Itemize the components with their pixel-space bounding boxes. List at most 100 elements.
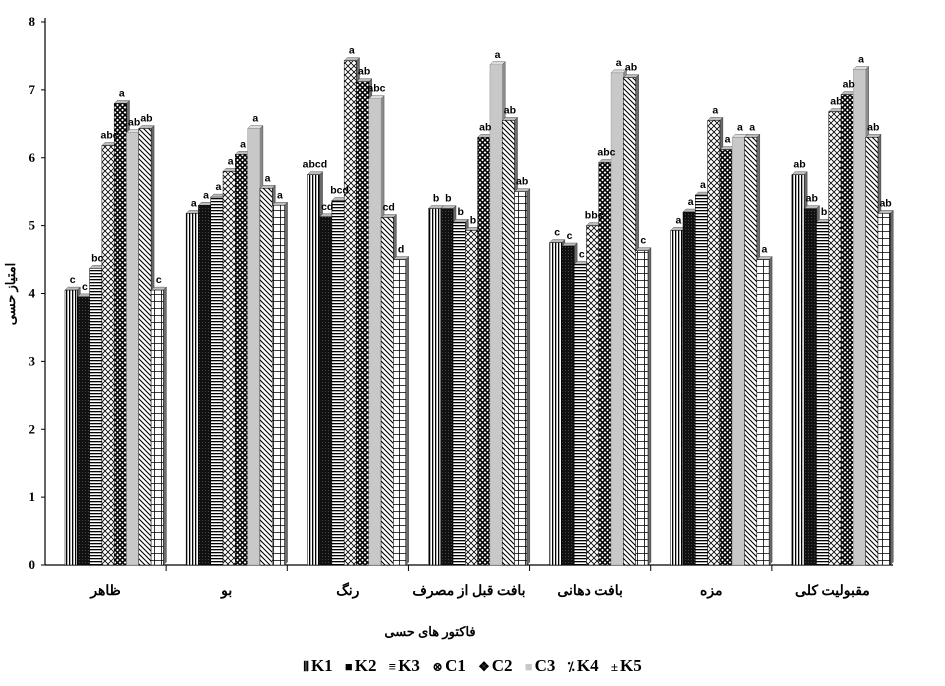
bar-k2 bbox=[803, 208, 817, 566]
legend-c3-label: C3 bbox=[534, 656, 556, 675]
significance-letter: abc bbox=[367, 83, 385, 95]
significance-letter: a bbox=[712, 104, 718, 116]
y-tick-label: 2 bbox=[29, 421, 36, 436]
significance-letter: a bbox=[191, 197, 197, 209]
bar-k4 bbox=[138, 128, 152, 566]
significance-letter: ab bbox=[358, 66, 370, 78]
y-axis-title: امتیاز حسی bbox=[3, 263, 19, 325]
significance-letter: ab bbox=[140, 113, 152, 125]
significance-letter: c bbox=[554, 227, 560, 239]
legend-k3-symbol: ≡ bbox=[388, 659, 397, 674]
legend-item-k2: ■ K2 bbox=[345, 656, 377, 676]
significance-letter: abc bbox=[597, 147, 615, 159]
bar-k5 bbox=[393, 259, 406, 566]
bar-k5 bbox=[271, 205, 285, 566]
bar-side-k5 bbox=[526, 188, 530, 566]
x-tick-label: مزه bbox=[700, 584, 723, 599]
x-tick-label: بو bbox=[220, 584, 232, 599]
bar-c2 bbox=[113, 103, 127, 566]
legend-item-c2: ❖ C2 bbox=[478, 656, 512, 676]
significance-letter: b bbox=[445, 193, 451, 205]
legend-item-k3: ≡ K3 bbox=[389, 656, 420, 676]
significance-letter: c bbox=[70, 274, 76, 286]
significance-letter: ab bbox=[128, 117, 140, 129]
bar-k2 bbox=[440, 208, 454, 566]
significance-letter: c bbox=[567, 230, 573, 242]
legend-item-c1: ⊗ C1 bbox=[432, 656, 466, 676]
bar-side-k5 bbox=[284, 201, 288, 566]
significance-letter: a bbox=[737, 121, 743, 133]
x-tick-label: بافت قبل از مصرف bbox=[412, 584, 525, 599]
significance-letter: a bbox=[616, 57, 622, 69]
y-tick-label: 6 bbox=[29, 150, 36, 165]
significance-letter: a bbox=[675, 214, 681, 226]
bar-c1 bbox=[101, 145, 115, 566]
y-tick-label: 4 bbox=[29, 286, 36, 301]
bar-chart: 0 1 2 3 4 5 6 7 8 ظاهر بو رنگ بافت قبل از مصرف بافت د… bbox=[3, 14, 894, 640]
significance-letter: a bbox=[858, 54, 864, 66]
bar-c1 bbox=[828, 111, 842, 566]
significance-letter: ab bbox=[793, 159, 805, 171]
significance-letter: c bbox=[640, 235, 646, 247]
y-tick-label: 8 bbox=[29, 14, 36, 29]
bar-k4 bbox=[865, 137, 879, 566]
legend-k4-label: K4 bbox=[576, 656, 599, 675]
chart-axes: 0 1 2 3 4 5 6 7 8 ظاهر بو رنگ بافت قبل از مصرف بافت د… bbox=[29, 14, 893, 599]
significance-letter: a bbox=[495, 49, 501, 61]
bar-side-k5 bbox=[647, 247, 652, 566]
significance-letter: a bbox=[349, 45, 355, 57]
significance-letter: a bbox=[762, 244, 768, 256]
bar-k3 bbox=[331, 200, 345, 566]
significance-letter: ab bbox=[879, 197, 891, 209]
x-tick-label: ظاهر bbox=[89, 584, 121, 599]
bar-c1 bbox=[465, 230, 478, 566]
legend-c2-label: C2 bbox=[491, 656, 513, 675]
legend-k1-label: K1 bbox=[310, 656, 333, 675]
legend-k3-label: K3 bbox=[398, 656, 420, 675]
bar-k3 bbox=[210, 196, 224, 566]
significance-letter: a bbox=[119, 87, 125, 99]
x-tick-label: رنگ bbox=[336, 582, 359, 599]
significance-letter: ab bbox=[516, 176, 528, 188]
legend-c1-label: C1 bbox=[445, 656, 466, 675]
legend-k2-symbol: ■ bbox=[344, 659, 353, 674]
x-axis-title: فاکتور های حسی bbox=[384, 624, 475, 640]
significance-letter: ab bbox=[479, 121, 491, 133]
significance-letter: ab bbox=[806, 193, 818, 205]
significance-letter: a bbox=[203, 189, 209, 201]
bar-c2 bbox=[719, 149, 733, 566]
bar-k2 bbox=[682, 211, 696, 566]
x-tick-label: مقبولیت کلی bbox=[795, 583, 870, 599]
significance-letter: b bbox=[457, 206, 463, 218]
significance-letter: a bbox=[749, 121, 755, 133]
bar-k4 bbox=[259, 188, 273, 566]
bar-side-k5 bbox=[890, 210, 894, 566]
y-tick-label: 5 bbox=[29, 218, 36, 233]
significance-letter: a bbox=[700, 179, 706, 191]
significance-letter: c bbox=[579, 248, 585, 260]
significance-letter: abcd bbox=[303, 159, 328, 171]
significance-letter: ab bbox=[843, 79, 855, 91]
bar-c2 bbox=[598, 162, 612, 566]
bar-k1 bbox=[670, 230, 684, 566]
bar-k1 bbox=[64, 289, 78, 566]
bar-side-k5 bbox=[163, 286, 167, 566]
significance-letter: cd bbox=[383, 201, 395, 213]
x-tick-label: بافت دهانی bbox=[557, 584, 623, 599]
bar-k3 bbox=[816, 221, 830, 566]
significance-letter: abc bbox=[101, 130, 119, 142]
y-tick-label: 7 bbox=[29, 82, 36, 97]
chart-legend: ⦀ K1 ■ K2 ≡ K3 ⊗ C1 ❖ C2 ■ C3 ⁒ K4 ± K5 bbox=[0, 656, 945, 676]
significance-letter: a bbox=[252, 113, 258, 125]
bar-c1 bbox=[343, 60, 357, 566]
bar-k4 bbox=[380, 217, 394, 566]
significance-letter: d bbox=[398, 244, 404, 256]
significance-letter: a bbox=[240, 138, 246, 150]
legend-item-k4: ⁒ K4 bbox=[568, 656, 599, 676]
bar-k5 bbox=[635, 250, 649, 566]
legend-item-c3: ■ C3 bbox=[525, 656, 556, 676]
bar-k4 bbox=[501, 120, 515, 566]
bar-c2 bbox=[477, 137, 491, 566]
bar-k3 bbox=[695, 194, 708, 566]
bar-k3 bbox=[89, 268, 103, 566]
